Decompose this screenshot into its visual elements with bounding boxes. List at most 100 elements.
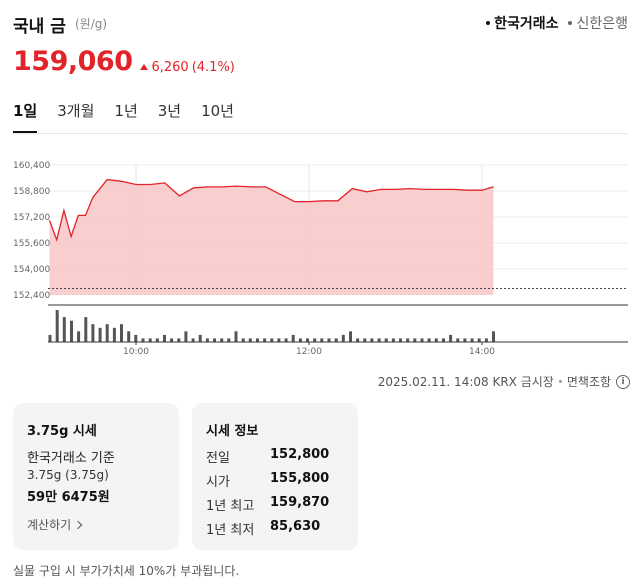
volume-bar <box>291 334 295 342</box>
volume-bar <box>148 338 152 342</box>
volume-bar <box>484 338 488 342</box>
volume-bar <box>377 338 381 342</box>
info-row-year-low: 1년 최저 85,630 <box>206 519 346 538</box>
price-line <box>48 178 494 243</box>
volume-bar <box>456 338 460 342</box>
info-label: 전일 <box>206 451 230 466</box>
volume-bar <box>413 338 417 342</box>
volume-bar <box>427 338 431 342</box>
volume-bar <box>163 334 166 342</box>
header: 국내 금 (원/g) 한국거래소 신한은행 <box>13 12 628 38</box>
volume-bar <box>399 338 402 342</box>
page-title: 국내 금 <box>13 17 66 37</box>
volume-bar <box>70 320 73 342</box>
volume-bar <box>105 324 109 342</box>
tab-3y[interactable]: 3년 <box>157 102 182 120</box>
volume-bar <box>91 324 95 342</box>
vat-footnote: 실물 구입 시 부가가치세 10%가 부과됩니다. <box>13 564 240 578</box>
disclaimer-link[interactable]: 면책조항 <box>566 375 611 389</box>
change-amount: 6,260 <box>151 59 189 75</box>
weight-price: 59만 6475원 <box>27 490 110 505</box>
change-percent: (4.1%) <box>191 59 235 75</box>
volume-bar <box>198 334 202 342</box>
weight-label: 3.75g (3.75g) <box>27 468 109 482</box>
tab-1y[interactable]: 1년 <box>114 102 138 120</box>
volume-bar <box>248 338 252 342</box>
up-arrow-icon <box>140 64 149 70</box>
volume-bar <box>384 338 388 342</box>
volume-bar <box>298 338 302 342</box>
period-tabs: 1일 3개월 1년 3년 10년 <box>13 100 234 133</box>
card-title: 3.75g 시세 <box>27 424 97 439</box>
dot-icon <box>568 21 573 25</box>
chart-svg: 160,400 158,800 157,200 155,600 154,000 152,4… <box>13 161 628 357</box>
info-row-prev-close: 전일 152,800 <box>206 447 346 466</box>
basis-label: 한국거래소 기준 <box>27 451 115 466</box>
y-tick-label: 155,600 <box>13 239 50 249</box>
y-tick-label: 154,000 <box>13 265 50 275</box>
volume-bar <box>406 338 410 342</box>
price-change: 6,260 (4.1%) <box>140 59 235 75</box>
volume-bar <box>62 317 66 342</box>
x-tick-label: 12:00 <box>296 347 322 357</box>
volume-bar <box>263 338 267 342</box>
volume-bar <box>434 338 438 342</box>
chevron-right-icon <box>73 520 83 529</box>
volume-bar <box>391 338 395 342</box>
price-chart[interactable]: 160,400 158,800 157,200 155,600 154,000 152,4… <box>13 150 628 360</box>
volume-bar <box>155 338 159 342</box>
volume-bar <box>184 331 188 342</box>
calculate-label: 계산하기 <box>27 518 72 532</box>
volume-bar <box>492 331 495 342</box>
current-price: 159,060 <box>13 46 133 77</box>
volume-bar <box>477 338 481 342</box>
volume-bar <box>356 338 360 342</box>
price-area <box>49 179 494 295</box>
volume-bar <box>98 327 102 342</box>
volume-bar <box>120 324 123 342</box>
volume-bar <box>48 334 52 342</box>
source-tab-label: 신한은행 <box>576 16 628 32</box>
card-title: 시세 정보 <box>206 424 259 439</box>
volume-bar <box>306 338 309 342</box>
volume-bar <box>363 338 367 342</box>
volume-bar <box>327 338 331 342</box>
volume-bar <box>334 338 338 342</box>
tab-3m[interactable]: 3개월 <box>57 102 95 120</box>
volume-bar <box>205 338 209 342</box>
volume-bar <box>141 338 145 342</box>
volume-bar <box>370 338 374 342</box>
source-tab-label: 한국거래소 <box>494 16 559 32</box>
volume-bar <box>55 310 59 342</box>
volume-bar <box>77 331 81 342</box>
volume-bar <box>442 338 445 342</box>
info-row-year-high: 1년 최고 159,870 <box>206 495 346 514</box>
tabs-divider <box>13 133 628 134</box>
info-icon[interactable]: i <box>616 374 630 389</box>
volume-bar <box>349 331 352 342</box>
price-info-card: 시세 정보 전일 152,800 시가 155,800 1년 최고 159,87… <box>192 403 358 550</box>
volume-bar <box>191 338 195 342</box>
info-row-open: 시가 155,800 <box>206 471 346 490</box>
volume-bar <box>284 338 288 342</box>
source-tab-krx[interactable]: 한국거래소 <box>486 13 558 33</box>
volume-bar <box>320 338 324 342</box>
tab-1d[interactable]: 1일 <box>13 100 38 133</box>
chart-meta: 2025.02.11. 14:08 KRX 금시장 면책조항 i <box>378 373 630 390</box>
info-value: 155,800 <box>270 471 330 486</box>
info-label: 1년 최저 <box>206 523 255 538</box>
volume-bar <box>449 334 453 342</box>
price-row: 159,060 6,260 (4.1%) <box>13 46 235 82</box>
info-label: 시가 <box>206 475 230 490</box>
source-tabs: 한국거래소 신한은행 <box>486 13 628 33</box>
x-tick-label: 10:00 <box>123 347 149 357</box>
calculate-link[interactable]: 계산하기 <box>27 516 83 533</box>
volume-bar <box>256 338 259 342</box>
separator-dot-icon <box>558 380 562 383</box>
timestamp: 2025.02.11. 14:08 KRX 금시장 <box>377 375 554 389</box>
active-dot-icon <box>486 21 491 25</box>
source-tab-shinhan[interactable]: 신한은행 <box>568 13 628 33</box>
tab-10y[interactable]: 10년 <box>201 102 234 120</box>
x-tick-label: 14:00 <box>469 347 495 357</box>
volume-bar <box>341 334 345 342</box>
